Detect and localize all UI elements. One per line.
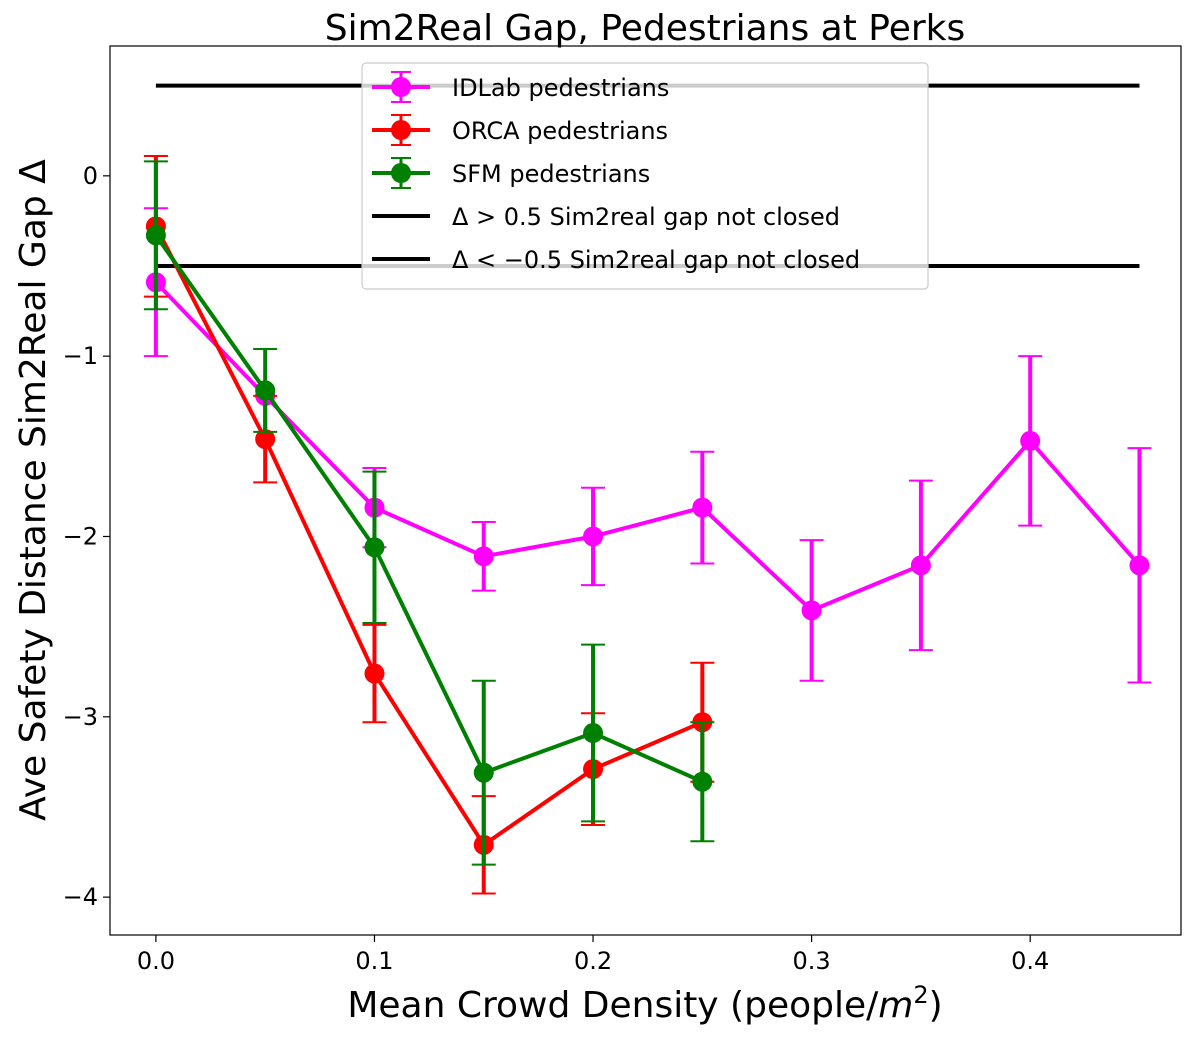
plot-frame (109, 45, 1182, 936)
data-point (255, 380, 276, 401)
data-point (583, 526, 604, 547)
legend-label: Δ < −0.5 Sim2real gap not closed (452, 246, 860, 274)
legend-marker (391, 77, 411, 97)
data-point (583, 723, 604, 744)
legend: IDLab pedestrians ORCA pedestrians SFM ped… (361, 62, 929, 290)
legend-label: SFM pedestrians (452, 160, 650, 188)
x-tick-label: 0.4 (1011, 947, 1049, 975)
x-axis-title: Mean Crowd Density (people/m2) (347, 981, 942, 1026)
x-tick-label: 0.3 (793, 947, 831, 975)
data-point (1129, 555, 1150, 576)
x-tick-label: 0.0 (137, 947, 175, 975)
data-point (473, 762, 494, 783)
legend-item-0: IDLab pedestrians (372, 71, 669, 103)
legend-item-1: ORCA pedestrians (372, 114, 668, 146)
y-tick-label: 0 (83, 162, 98, 190)
data-point (473, 546, 494, 567)
legend-marker (391, 120, 411, 140)
x-axis-ticks: 0.0 0.1 0.2 0.3 0.4 (137, 935, 1049, 975)
legend-label: ORCA pedestrians (452, 117, 668, 145)
legend-label: IDLab pedestrians (452, 74, 669, 102)
chart-title: Sim2Real Gap, Pedestrians at Perks (325, 8, 966, 49)
series-line (154, 280, 1141, 613)
y-axis-ticks: 0 −1 −2 −3 −4 (63, 162, 110, 911)
y-tick-label: −3 (63, 703, 98, 731)
y-tick-label: −1 (63, 342, 98, 370)
data-point (1020, 430, 1041, 451)
series-line (154, 234, 704, 784)
x-tick-label: 0.1 (355, 947, 393, 975)
series-0 (143, 207, 1152, 684)
legend-item-3: Δ > 0.5 Sim2real gap not closed (372, 203, 840, 231)
legend-label: Δ > 0.5 Sim2real gap not closed (452, 203, 840, 231)
series-line (154, 225, 704, 847)
data-point (692, 771, 713, 792)
series-2 (143, 160, 715, 866)
y-axis-title: Ave Safety Distance Sim2Real Gap Δ (13, 159, 54, 821)
y-tick-label: −4 (63, 883, 98, 911)
data-point (910, 555, 931, 576)
data-point (255, 429, 276, 450)
data-point (364, 537, 385, 558)
data-point (692, 497, 713, 518)
y-tick-label: −2 (63, 522, 98, 550)
legend-box (361, 62, 929, 290)
legend-item-2: SFM pedestrians (372, 157, 650, 189)
data-point (801, 600, 822, 621)
data-series (143, 154, 1152, 895)
x-tick-label: 0.2 (574, 947, 612, 975)
legend-marker (391, 163, 411, 183)
data-point (364, 663, 385, 684)
data-point (145, 225, 166, 246)
legend-item-4: Δ < −0.5 Sim2real gap not closed (372, 246, 860, 274)
